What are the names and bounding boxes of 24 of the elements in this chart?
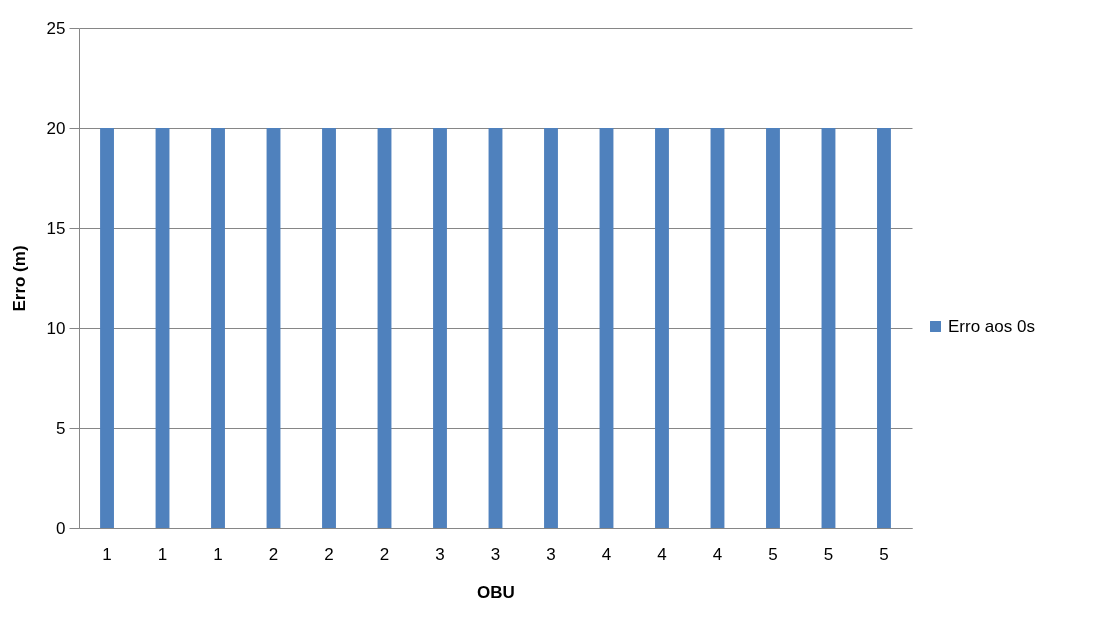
- y-tick-label: 15: [46, 218, 66, 238]
- y-tick-label: 0: [56, 518, 66, 538]
- x-tick-label: 1: [157, 544, 168, 564]
- x-tick-label: 2: [324, 544, 334, 564]
- x-axis-title: OBU: [477, 582, 515, 602]
- x-tick-label: 4: [712, 544, 723, 564]
- x-tick-label: 5: [823, 544, 834, 564]
- y-tick-label: 10: [46, 318, 66, 338]
- y-tick-label: 20: [46, 118, 66, 138]
- y-tick-label: 5: [56, 418, 66, 438]
- x-tick-label: 4: [601, 544, 612, 564]
- x-tick-label: 5: [768, 544, 778, 564]
- y-axis-title: Erro (m): [9, 245, 29, 312]
- x-tick-label: 3: [546, 544, 556, 564]
- x-tick-label: 3: [435, 544, 445, 564]
- y-tick-label: 25: [46, 18, 66, 38]
- x-tick-label: 4: [657, 544, 667, 564]
- x-tick-label: 2: [379, 544, 390, 564]
- x-tick-label: 3: [490, 544, 501, 564]
- x-tick-label: 1: [102, 544, 112, 564]
- x-tick-label: 5: [879, 544, 889, 564]
- legend-label: Erro aos 0s: [948, 316, 1035, 336]
- x-tick-label: 1: [213, 544, 223, 564]
- x-tick-label: 2: [268, 544, 279, 564]
